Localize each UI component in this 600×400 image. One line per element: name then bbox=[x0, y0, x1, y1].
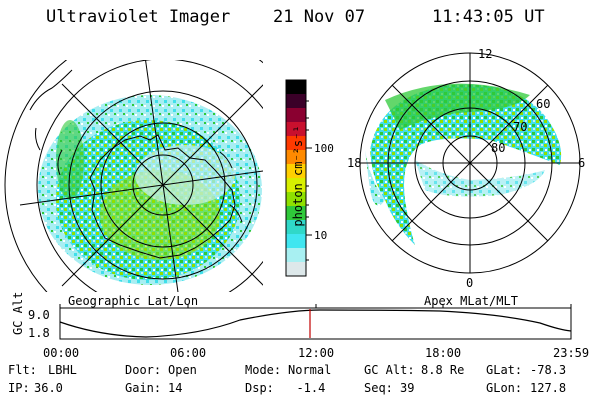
colorbar-stripe bbox=[286, 220, 306, 235]
altitude-timeline bbox=[59, 304, 572, 340]
info-mode-value: Normal bbox=[288, 363, 332, 377]
altitude-curve bbox=[59, 309, 572, 338]
timeline-xtick-0000: 00:00 bbox=[43, 346, 80, 360]
timeline-xtick-0600: 06:00 bbox=[170, 346, 207, 360]
info-dsp-label: Dsp: bbox=[245, 381, 274, 395]
colorbar-stripe bbox=[286, 262, 306, 277]
colorbar-stripe bbox=[286, 80, 306, 95]
info-seq-value: 39 bbox=[400, 381, 415, 395]
geographic-map-panel bbox=[4, 60, 263, 292]
info-gain-value: 14 bbox=[168, 381, 183, 395]
left-panel-caption: Geographic Lat/Lon bbox=[68, 294, 199, 308]
colorbar-stripe bbox=[286, 206, 306, 221]
instrument-title: Ultraviolet Imager bbox=[46, 7, 231, 27]
colorbar-tick-100: 100 bbox=[314, 142, 334, 155]
colorbar-frame bbox=[285, 79, 307, 277]
time-label: 11:43:05 UT bbox=[432, 7, 545, 27]
info-glon-value: 127.8 bbox=[530, 381, 567, 395]
info-flt-value: LBHL bbox=[48, 363, 77, 377]
timeline-ytick-top: 9.0 bbox=[28, 308, 50, 322]
info-glat-label: GLat: bbox=[486, 363, 523, 377]
info-ip-label: IP: bbox=[8, 381, 30, 395]
timeline-ytick-bottom: 1.8 bbox=[28, 326, 50, 340]
info-gain-label: Gain: bbox=[125, 381, 162, 395]
mlt-label-6: 6 bbox=[578, 156, 586, 170]
auroral-oval bbox=[370, 84, 562, 245]
apex-mlat-mlt-panel bbox=[359, 52, 581, 274]
colorbar-tick-10: 10 bbox=[314, 229, 328, 242]
info-door-label: Door: bbox=[125, 363, 162, 377]
info-flt-label: Flt: bbox=[8, 363, 37, 377]
timeline-ylabel: GC Alt bbox=[11, 291, 25, 335]
date-label: 21 Nov 07 bbox=[273, 7, 366, 27]
info-gcalt-value: 8.8 Re bbox=[421, 363, 465, 377]
mlt-label-18: 18 bbox=[347, 156, 362, 170]
colorbar-label: photon cm⁻²s⁻¹ bbox=[291, 125, 305, 227]
colorbar-stripe bbox=[286, 234, 306, 249]
info-door-value: Open bbox=[168, 363, 197, 377]
lon-grid bbox=[19, 60, 263, 292]
lat-grid bbox=[4, 60, 263, 292]
mlt-label-12: 12 bbox=[478, 47, 493, 61]
colorbar-stripe bbox=[286, 192, 306, 207]
coastline bbox=[89, 134, 236, 259]
timeline-frame bbox=[59, 307, 572, 340]
mlat-label-60: 60 bbox=[536, 97, 551, 111]
timeline-xtick-1200: 12:00 bbox=[298, 346, 335, 360]
colorbar-stripe bbox=[286, 108, 306, 123]
info-mode-label: Mode: bbox=[245, 363, 282, 377]
colorbar-stripe bbox=[286, 94, 306, 109]
info-dsp-value: -1.4 bbox=[282, 381, 326, 395]
colorbar-stripe bbox=[286, 178, 306, 193]
mlat-label-70: 70 bbox=[513, 120, 528, 134]
timeline-xtick-2359: 23:59 bbox=[553, 346, 590, 360]
timeline-xtick-1800: 18:00 bbox=[425, 346, 462, 360]
info-seq-label: Seq: bbox=[364, 381, 393, 395]
colorbar-stripe bbox=[286, 136, 306, 151]
mlat-label-80: 80 bbox=[491, 141, 506, 155]
colorbar bbox=[286, 80, 306, 277]
colorbar-stripe bbox=[286, 122, 306, 137]
info-gcalt-label: GC Alt: bbox=[364, 363, 415, 377]
colorbar-stripe bbox=[286, 248, 306, 263]
right-panel-caption: Apex MLat/MLT bbox=[424, 294, 518, 308]
info-glat-value: -78.3 bbox=[530, 363, 567, 377]
info-ip-value: 36.0 bbox=[34, 381, 63, 395]
colorbar-stripe bbox=[286, 150, 306, 165]
info-glon-label: GLon: bbox=[486, 381, 523, 395]
mlt-grid bbox=[360, 53, 580, 273]
mlt-label-0: 0 bbox=[466, 276, 474, 290]
colorbar-stripe bbox=[286, 164, 306, 179]
